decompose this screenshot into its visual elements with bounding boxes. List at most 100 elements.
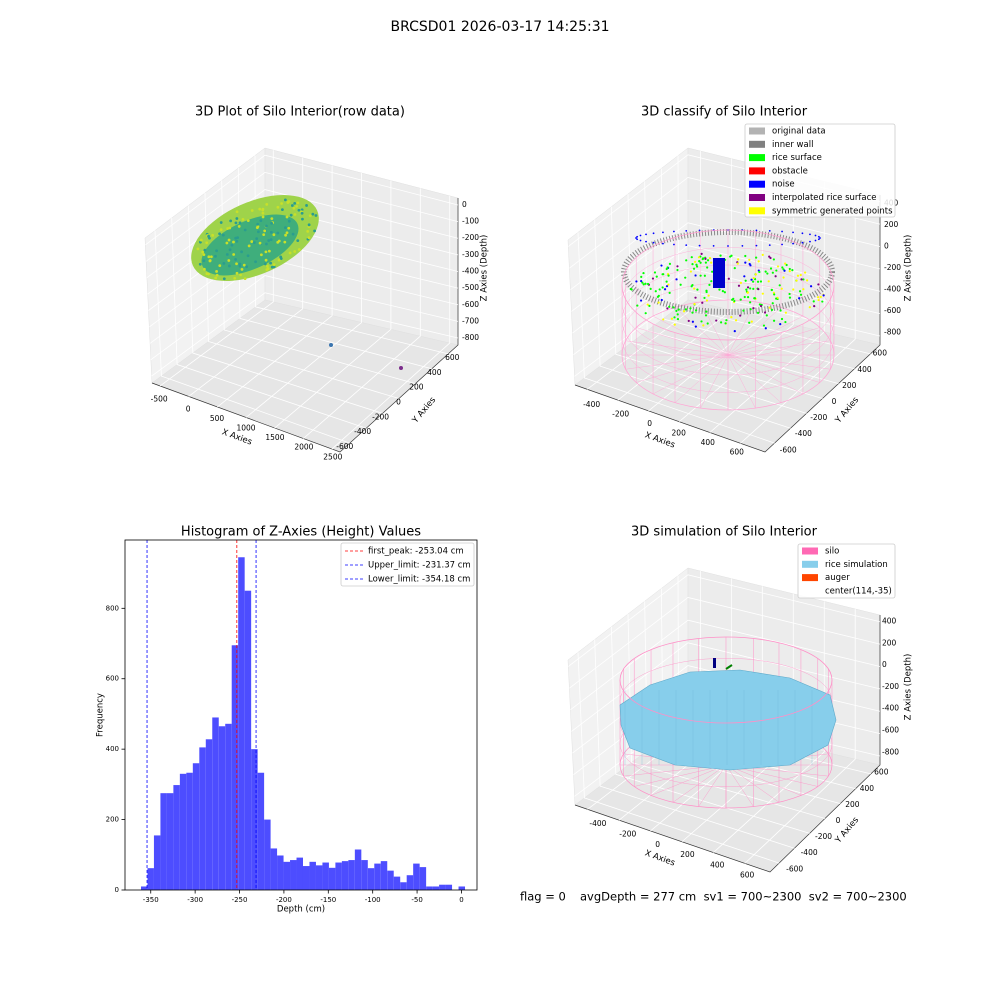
bar <box>348 860 355 890</box>
point <box>641 281 644 284</box>
silo-outline <box>621 229 835 341</box>
bar <box>140 886 148 890</box>
silo-outline <box>634 764 727 787</box>
point <box>306 229 310 233</box>
grid-line <box>713 601 825 853</box>
point <box>694 296 697 299</box>
point <box>308 214 312 218</box>
grid-line <box>573 267 881 356</box>
point <box>629 287 632 291</box>
point <box>749 287 752 290</box>
plot-contents <box>140 195 837 890</box>
point <box>269 238 273 241</box>
point <box>225 253 229 256</box>
point <box>706 259 710 262</box>
point <box>813 305 816 308</box>
point <box>781 243 783 246</box>
point <box>776 265 780 268</box>
grid-line <box>150 275 459 361</box>
point <box>734 319 738 322</box>
point <box>242 263 246 267</box>
point <box>207 234 210 238</box>
auger <box>713 658 716 668</box>
point <box>668 291 671 294</box>
point <box>768 229 771 232</box>
point <box>256 230 260 234</box>
y-tick-label: 200 <box>106 816 119 824</box>
point <box>756 311 760 314</box>
figure-title: BRCSD01 2026-03-17 14:25:31 <box>390 19 609 35</box>
point <box>673 230 675 233</box>
y-tick-label: -400 <box>795 429 812 438</box>
y-tick-label: 200 <box>409 383 424 392</box>
point <box>697 256 701 259</box>
grid-line <box>145 171 459 262</box>
legend-swatch <box>749 194 765 201</box>
point <box>756 280 760 283</box>
point <box>682 310 686 313</box>
point <box>763 311 767 314</box>
point <box>737 258 740 261</box>
subplot-title: 3D simulation of Silo Interior <box>631 525 818 540</box>
point <box>295 204 298 208</box>
point <box>283 240 287 244</box>
point <box>696 265 699 268</box>
point <box>769 267 773 270</box>
legend-swatch <box>749 154 765 162</box>
grid-line <box>577 652 780 864</box>
point <box>258 241 262 245</box>
point <box>662 231 664 234</box>
point <box>702 324 705 327</box>
point <box>227 259 231 262</box>
point <box>219 221 223 224</box>
legend-swatch <box>749 180 765 188</box>
x-tick-label: 0 <box>655 840 660 849</box>
point <box>719 254 722 257</box>
point <box>770 308 774 311</box>
y-tick-label: -400 <box>801 848 818 857</box>
point <box>788 296 792 299</box>
point <box>218 264 222 267</box>
point <box>284 226 287 230</box>
x-tick-label: 600 <box>740 871 755 880</box>
point <box>636 235 639 238</box>
point <box>207 255 211 259</box>
point <box>739 281 743 285</box>
point <box>198 262 202 266</box>
point <box>689 270 693 273</box>
legend-label: inner wall <box>772 140 813 150</box>
point <box>676 268 679 272</box>
grid-line <box>610 206 807 414</box>
point <box>235 262 238 266</box>
axis-label: Z Axies (Depth) <box>480 235 490 302</box>
legend-label: center(114,-35) <box>825 586 892 596</box>
legend-swatch <box>802 574 818 582</box>
point <box>652 232 655 235</box>
point <box>657 301 660 304</box>
silo-outline <box>650 764 727 796</box>
point <box>215 273 219 277</box>
point <box>222 261 226 265</box>
silo-outline <box>725 764 802 796</box>
point <box>788 267 791 271</box>
point <box>666 307 669 310</box>
legend-label: Lower_limit: -354.18 cm <box>368 575 470 585</box>
point <box>772 258 775 261</box>
x-tick-label: -250 <box>232 896 248 904</box>
point <box>765 314 768 317</box>
point <box>708 283 711 287</box>
point <box>752 276 755 280</box>
silo-outline <box>727 354 756 409</box>
grid-line <box>171 217 367 429</box>
point <box>699 261 702 264</box>
z-tick-label: -300 <box>462 250 479 259</box>
point <box>300 211 304 215</box>
point <box>692 267 696 270</box>
legend-swatch <box>802 560 818 568</box>
point <box>655 275 658 278</box>
point <box>208 259 212 263</box>
point <box>699 274 702 277</box>
bar <box>186 772 193 890</box>
point <box>767 280 770 283</box>
point <box>652 241 655 244</box>
